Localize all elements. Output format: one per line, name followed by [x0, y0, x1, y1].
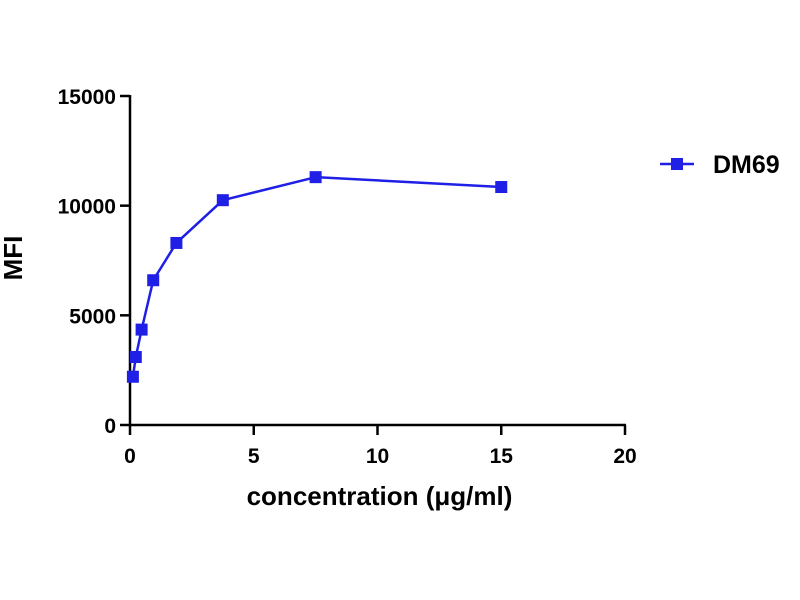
x-tick-label: 0 [124, 445, 136, 468]
y-tick-label: 10000 [58, 196, 116, 219]
y-tick-label: 15000 [58, 86, 116, 109]
series-line [131, 175, 502, 377]
x-tick-label: 20 [613, 445, 636, 468]
x-axis-title: concentration (μg/ml) [247, 481, 513, 511]
legend: DM69 [660, 151, 780, 179]
x-tick-label: 10 [366, 445, 389, 468]
x-tick-label: 15 [490, 445, 514, 468]
legend-marker [671, 158, 683, 170]
data-point [135, 323, 148, 336]
legend-label: DM69 [713, 151, 780, 179]
data-point [147, 274, 160, 287]
series-group [126, 171, 508, 383]
data-point [309, 171, 322, 184]
data-point [495, 181, 508, 194]
data-point [129, 351, 142, 364]
data-point [126, 370, 139, 383]
x-tick-label: 5 [248, 445, 260, 468]
y-tick-label: 5000 [69, 305, 116, 328]
data-point [170, 236, 183, 249]
y-tick-label: 0 [104, 415, 116, 438]
plot-area: 0 5000 10000 15000 0 5 10 15 20 [58, 86, 637, 468]
y-axis-ticks: 0 5000 10000 15000 [58, 86, 130, 438]
data-point [216, 194, 229, 207]
y-axis-title: MFI [0, 236, 28, 281]
x-axis-ticks: 0 5 10 15 20 [124, 425, 637, 468]
